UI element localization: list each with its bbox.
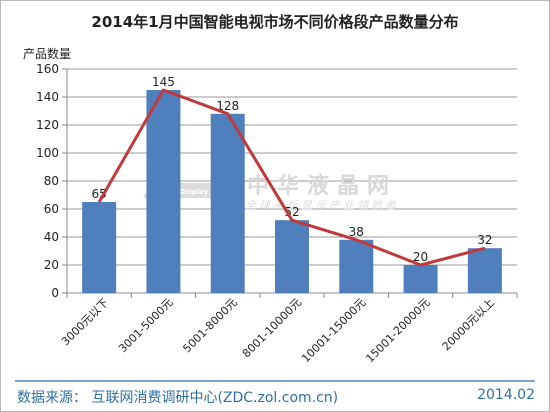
x-tick-label: 10001-15000元 <box>299 296 368 365</box>
y-tick-label: 40 <box>44 230 59 244</box>
bar-value-label: 145 <box>152 75 175 89</box>
x-tick-label: 20000元以上 <box>440 296 497 353</box>
chart-title: 2014年1月中国智能电视市场不同价格段产品数量分布 <box>91 13 459 31</box>
x-tick-label: 3000元以下 <box>59 296 111 348</box>
x-tick-label: 8001-10000元 <box>240 296 304 360</box>
watermark-subtitle: 全球平板显示产业领航者 <box>245 199 399 212</box>
watermark-logo-text: FPDisplay <box>170 188 209 196</box>
y-tick-label: 120 <box>36 118 59 132</box>
bar-value-label: 20 <box>413 250 428 264</box>
bar <box>403 265 438 293</box>
y-tick-label: 0 <box>51 286 59 300</box>
y-tick-label: 160 <box>36 62 59 76</box>
bar-value-label: 32 <box>477 233 492 247</box>
bar <box>82 202 117 293</box>
bar <box>467 248 502 293</box>
bar <box>339 239 374 293</box>
bar-value-label: 128 <box>216 99 239 113</box>
y-tick-label: 140 <box>36 90 59 104</box>
footer-divider <box>15 380 535 382</box>
y-tick-label: 100 <box>36 146 59 160</box>
bar <box>146 90 181 293</box>
footer-source: 数据来源： 互联网消费调研中心(ZDC.zol.com.cn) <box>17 390 339 406</box>
y-axis-label: 产品数量 <box>23 47 72 61</box>
x-tick-label: 5001-8000元 <box>180 296 239 355</box>
footer-date: 2014.02 <box>477 387 535 403</box>
bar <box>210 113 245 293</box>
y-tick-label: 80 <box>44 174 59 188</box>
bar <box>275 220 309 293</box>
trend-line <box>97 88 486 267</box>
y-tick-label: 60 <box>44 202 59 216</box>
bar-value-label: 38 <box>349 225 364 239</box>
x-tick-label: 15001-20000元 <box>363 296 432 365</box>
y-tick-label: 20 <box>44 258 59 272</box>
x-tick-label: 3001-5000元 <box>116 296 175 355</box>
watermark-title: 中华液晶网 <box>247 173 397 199</box>
